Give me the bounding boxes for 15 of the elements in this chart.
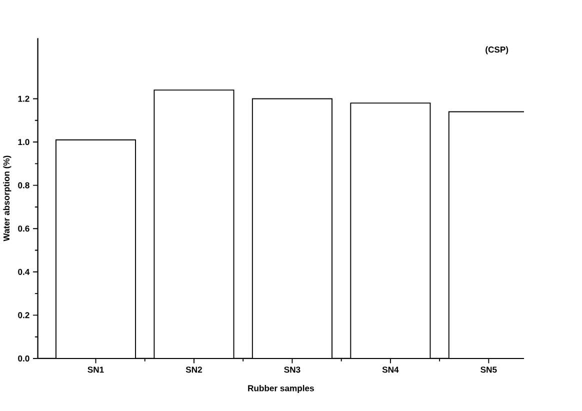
y-tick-label: 0.6 [18, 226, 30, 232]
x-tick-label: SN3 [284, 366, 300, 373]
x-tick-label: SN2 [186, 366, 202, 373]
x-axis-title: Rubber samples [248, 385, 314, 393]
y-tick-label: 1.0 [18, 139, 30, 146]
x-tick-label: SN4 [382, 366, 399, 373]
x-tick-label: SN5 [480, 366, 497, 373]
y-tick-label: 0.4 [18, 268, 30, 275]
y-tick-label: 1.2 [18, 96, 30, 102]
y-tick-label: 0.0 [18, 355, 30, 362]
y-tick-label: 0.2 [18, 312, 30, 318]
annotation: (CSP) [486, 46, 508, 54]
y-axis-title: Water absorption (%) [3, 156, 12, 242]
x-tick-label: SN1 [88, 366, 104, 373]
y-tick-label: 0.8 [18, 182, 30, 188]
